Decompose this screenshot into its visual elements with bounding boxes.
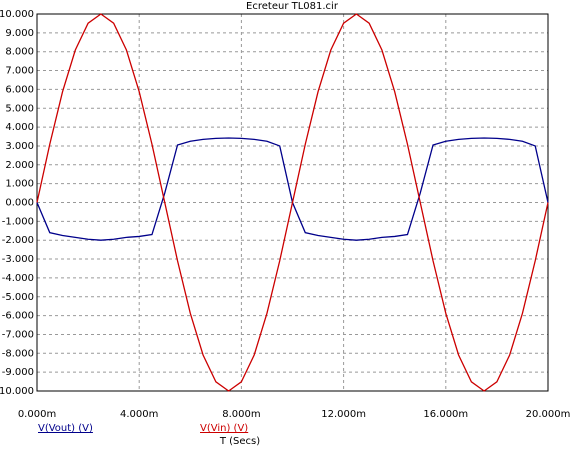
x-axis-label: T (Secs) (219, 436, 260, 447)
y-tick-label: 7.000 (5, 66, 34, 77)
y-tick-label: -3.000 (2, 254, 34, 265)
y-tick-label: -8.000 (2, 348, 34, 359)
y-tick-label: 5.000 (5, 103, 34, 114)
y-tick-label: 1.000 (5, 179, 34, 190)
x-tick-label: 8.000m (222, 409, 260, 420)
y-tick-label: 3.000 (5, 141, 34, 152)
series-line (36, 137, 549, 241)
y-tick-label: -4.000 (2, 273, 34, 284)
legend-entry: V(Vout) (V) (38, 423, 93, 434)
series-line (36, 13, 549, 392)
x-tick-label: 16.000m (423, 409, 468, 420)
y-tick-label: -5.000 (2, 292, 34, 303)
y-tick-label: -2.000 (2, 235, 34, 246)
x-tick-label: 4.000m (120, 409, 158, 420)
y-tick-label: -9.000 (2, 367, 34, 378)
y-tick-label: 2.000 (5, 160, 34, 171)
y-tick-label: -6.000 (2, 311, 34, 322)
x-tick-label: 0.000m (18, 409, 56, 420)
y-tick-label: -1.000 (2, 216, 34, 227)
y-tick-label: 9.000 (5, 28, 34, 39)
legend-entry: V(Vin) (V) (200, 423, 248, 434)
y-tick-label: -7.000 (2, 329, 34, 340)
y-tick-label: 8.000 (5, 47, 34, 58)
y-tick-label: 0.000 (5, 198, 34, 209)
x-tick-label: 20.000m (526, 409, 571, 420)
x-tick-label: 12.000m (321, 409, 366, 420)
y-tick-label: 6.000 (5, 84, 34, 95)
y-tick-label: -10.000 (0, 386, 34, 397)
y-tick-label: 4.000 (5, 122, 34, 133)
chart-title: Ecreteur TL081.cir (246, 1, 339, 12)
y-tick-label: 10.000 (0, 9, 34, 20)
